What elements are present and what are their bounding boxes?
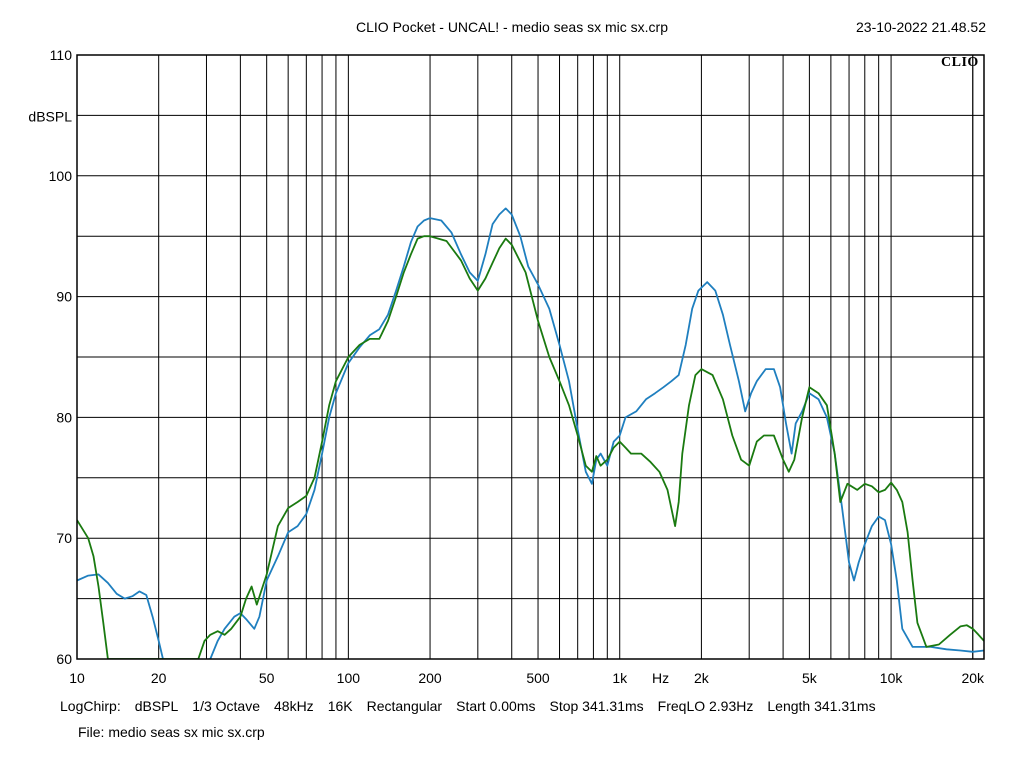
y-tick-label: 90 — [56, 289, 72, 305]
param-item: Rectangular — [366, 698, 443, 714]
param-item: FreqLO 2.93Hz — [657, 698, 754, 714]
x-tick-label: 50 — [259, 670, 275, 686]
x-tick-label: 10k — [880, 670, 904, 686]
y-tick-labels: 60 70 80 90 100 110 dBSPL — [28, 47, 72, 667]
clio-logo: CLIO — [941, 55, 979, 70]
x-tick-label: 500 — [526, 670, 550, 686]
param-item: Start 0.00ms — [456, 698, 536, 714]
series-line-1 — [77, 207, 984, 659]
series-line-2 — [77, 235, 984, 659]
y-tick-label: 60 — [56, 651, 72, 667]
x-tick-labels: 10 20 50 100 200 500 1k 2k 5k 10k 20k Hz — [69, 670, 985, 686]
x-tick-label: 2k — [694, 670, 710, 686]
param-item: 48kHz — [274, 698, 314, 714]
timestamp: 23-10-2022 21.48.52 — [856, 19, 986, 35]
file-label: File: medio seas sx mic sx.crp — [78, 724, 265, 740]
param-item: 1/3 Octave — [192, 698, 260, 714]
param-item: 16K — [327, 698, 353, 714]
x-tick-label: 200 — [418, 670, 442, 686]
y-axis-label: dBSPL — [28, 108, 72, 124]
y-tick-label: 70 — [56, 530, 72, 546]
chart-title: CLIO Pocket - UNCAL! - medio seas sx mic… — [356, 19, 668, 35]
x-tick-label: 1k — [612, 670, 628, 686]
param-item: LogChirp: — [60, 698, 121, 714]
y-tick-label: 110 — [50, 47, 73, 63]
x-tick-label: 5k — [802, 670, 818, 686]
x-tick-label: 20 — [151, 670, 167, 686]
plot-frame — [76, 54, 985, 660]
param-item: dBSPL — [134, 698, 179, 714]
y-tick-label: 80 — [56, 409, 72, 425]
plot-series — [77, 207, 984, 659]
param-item: Length 341.31ms — [767, 698, 876, 714]
x-tick-label: 100 — [337, 670, 361, 686]
x-axis-label: Hz — [652, 670, 669, 686]
x-tick-label: 20k — [961, 670, 985, 686]
y-tick-label: 100 — [49, 168, 73, 184]
measurement-params: LogChirp: dBSPL 1/3 Octave 48kHz 16K Rectangu… — [60, 698, 890, 714]
chart-grid — [77, 55, 984, 659]
param-item: Stop 341.31ms — [549, 698, 644, 714]
x-tick-label: 10 — [69, 670, 85, 686]
